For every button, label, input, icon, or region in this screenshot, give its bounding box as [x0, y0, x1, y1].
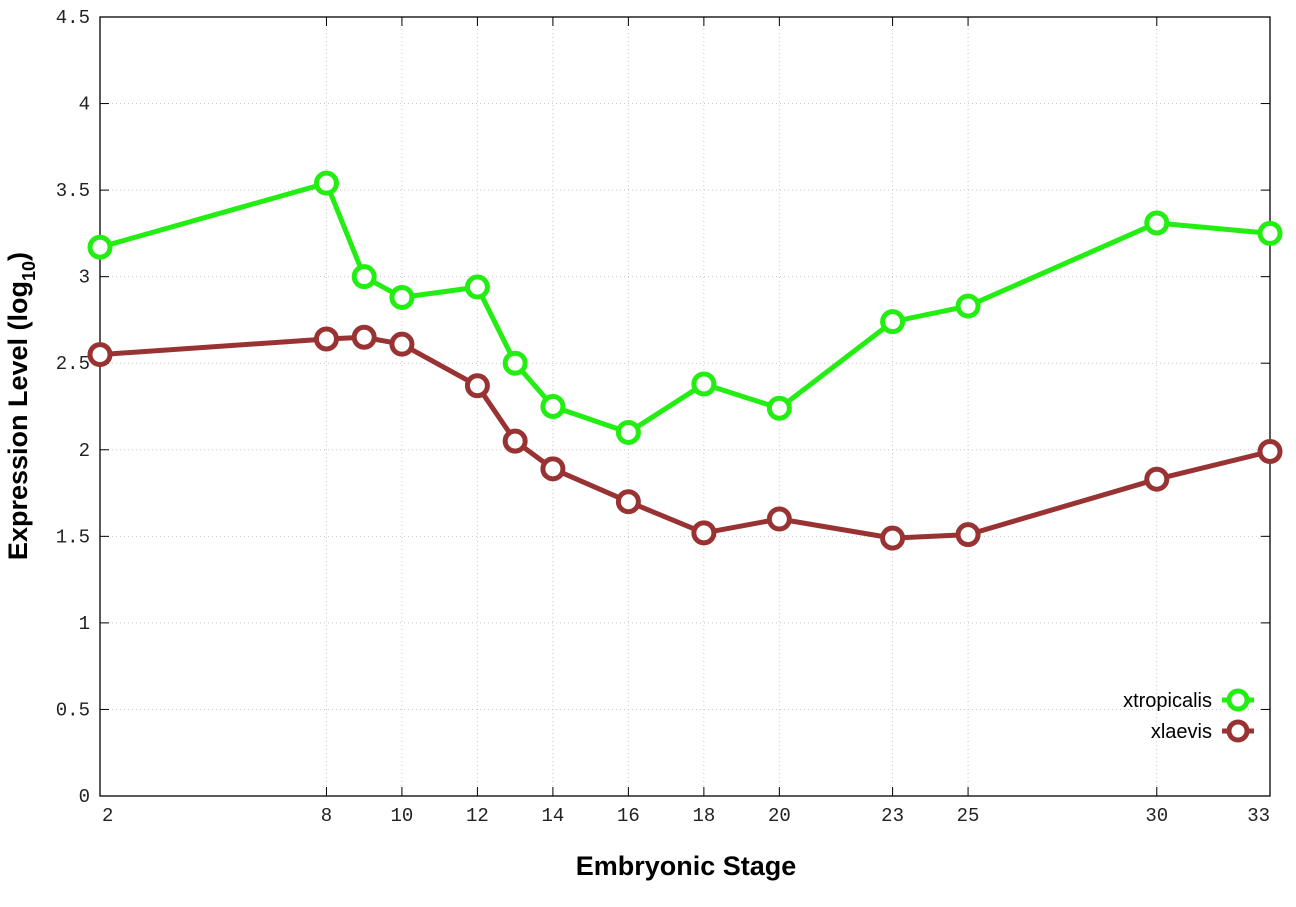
grid [100, 17, 1270, 796]
x-tick-label: 10 [391, 805, 414, 827]
y-tick-label: 2.5 [56, 353, 90, 375]
data-point-xtropicalis [615, 419, 641, 445]
legend-label-xlaevis: xlaevis [1151, 721, 1212, 743]
data-point-xlaevis [351, 324, 377, 350]
data-point-xlaevis [502, 428, 528, 454]
y-tick-label: 3.5 [56, 180, 90, 202]
data-point-xlaevis [615, 489, 641, 515]
data-point-xlaevis [955, 522, 981, 548]
x-axis-ticks: 2 8 10 12 14 16 18 20 23 25 30 33 [99, 17, 1271, 827]
data-point-xlaevis [691, 520, 717, 546]
data-point-xtropicalis [955, 293, 981, 319]
x-tick-label: 20 [768, 805, 791, 827]
y-axis-title: Expression Level (log10) [3, 252, 39, 560]
y-axis-ticks: 0 0.5 1 1.5 2 2.5 3 3.5 4 4.5 [56, 7, 1270, 808]
x-tick-label: 2 [102, 805, 113, 827]
data-point-xlaevis [1144, 466, 1170, 492]
data-point-xtropicalis [766, 395, 792, 421]
legend-marker-xtropicalis [1226, 688, 1250, 712]
x-tick-label: 8 [321, 805, 332, 827]
x-tick-label: 12 [466, 805, 489, 827]
data-point-xtropicalis [87, 234, 113, 260]
x-tick-label: 33 [1247, 805, 1270, 827]
data-point-xtropicalis [464, 274, 490, 300]
x-axis-title: Embryonic Stage [576, 851, 797, 881]
x-tick-label: 25 [957, 805, 980, 827]
legend-label-xtropicalis: xtropicalis [1123, 690, 1212, 712]
y-tick-label: 4 [79, 94, 90, 116]
y-axis-title-subscript: 10 [19, 261, 39, 281]
x-tick-label: 23 [881, 805, 904, 827]
y-axis-title-main: Expression Level (log [3, 281, 33, 560]
data-point-xlaevis [1257, 439, 1283, 465]
series-line-xtropicalis [99, 180, 1271, 435]
x-tick-label: 16 [617, 805, 640, 827]
data-point-xlaevis [389, 331, 415, 357]
series-line-xlaevis [99, 334, 1271, 541]
data-point-xtropicalis [351, 264, 377, 290]
data-point-xlaevis [540, 456, 566, 482]
data-point-xtropicalis [1257, 220, 1283, 246]
y-tick-label: 2 [79, 440, 90, 462]
data-point-xlaevis [313, 326, 339, 352]
y-tick-label: 1.5 [56, 526, 90, 548]
data-point-xtropicalis [880, 309, 906, 335]
data-point-xtropicalis [389, 284, 415, 310]
x-tick-label: 14 [541, 805, 564, 827]
plot-frame [99, 16, 1271, 797]
y-axis-title-close: ) [3, 252, 33, 261]
y-tick-label: 0.5 [56, 699, 90, 721]
legend-marker-xlaevis [1226, 719, 1250, 743]
y-tick-label: 0 [79, 786, 90, 808]
legend: xtropicalis xlaevis [1123, 688, 1254, 743]
x-tick-label: 18 [692, 805, 715, 827]
data-point-xlaevis [464, 373, 490, 399]
data-point-xtropicalis [313, 170, 339, 196]
y-tick-label: 4.5 [56, 7, 90, 29]
data-point-xtropicalis [691, 371, 717, 397]
data-point-xtropicalis [502, 350, 528, 376]
y-tick-label: 1 [79, 613, 90, 635]
x-tick-label: 30 [1145, 805, 1168, 827]
data-point-xlaevis [87, 342, 113, 368]
y-tick-label: 3 [79, 267, 90, 289]
series-lines [87, 170, 1283, 551]
data-point-xlaevis [766, 506, 792, 532]
data-point-xtropicalis [540, 394, 566, 419]
data-point-xtropicalis [1144, 210, 1170, 236]
data-point-xlaevis [880, 525, 906, 551]
